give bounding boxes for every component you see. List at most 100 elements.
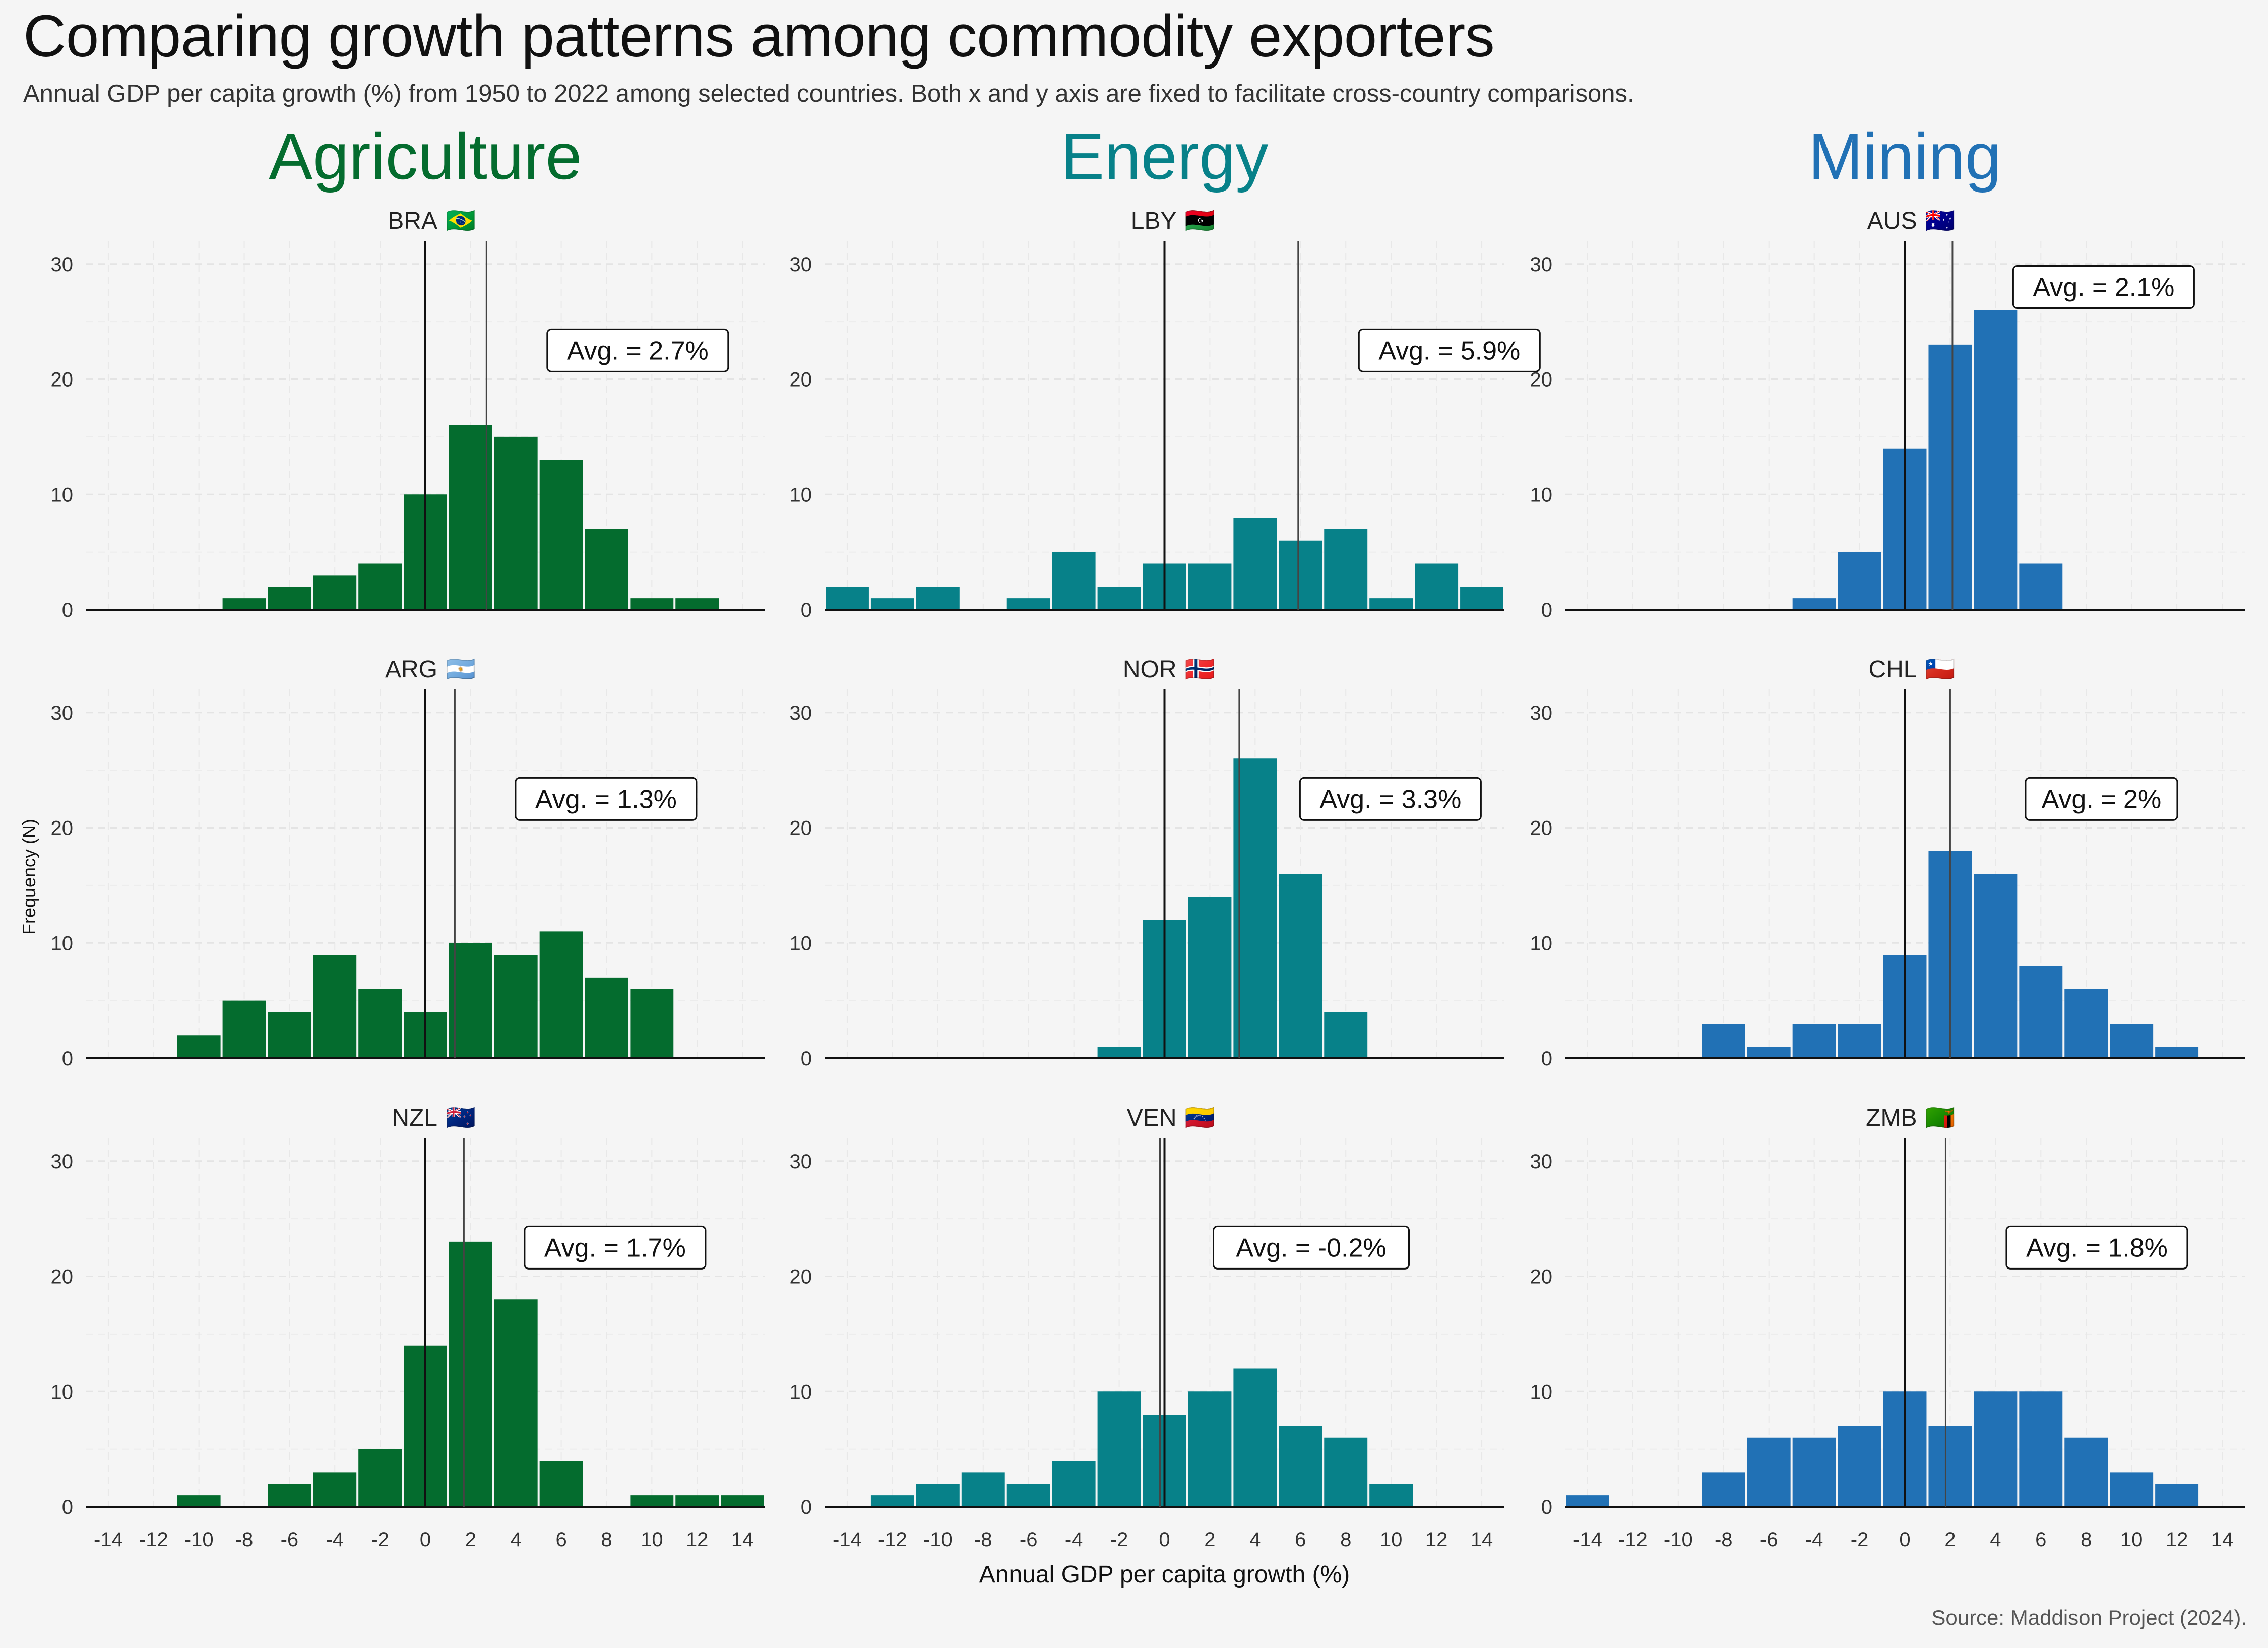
y-tick-label: 30 [1530,253,1553,276]
x-tick-label: -6 [281,1529,299,1551]
x-tick-label: -14 [94,1529,123,1551]
bar-ven [1052,1461,1096,1507]
bar-chl [2019,966,2063,1058]
chart-subtitle: Annual GDP per capita growth (%) from 19… [23,80,1634,107]
y-tick-label: 0 [1541,599,1552,621]
bar-ven [1324,1437,1368,1507]
flag-icon-chl: 🇨🇱 [1925,656,1956,683]
average-label: Avg. = 1.7% [544,1233,686,1262]
y-tick-label: 0 [801,1496,812,1518]
bar-lby [1097,587,1141,610]
bar-nzl [630,1495,674,1507]
y-tick-label: 10 [51,932,74,955]
bar-lby [826,587,869,610]
panel-title-chl: CHL [1868,656,1917,683]
y-tick-label: 0 [1541,1496,1552,1518]
bar-arg [449,943,492,1058]
bar-lby [870,598,914,610]
x-tick-label: -14 [1573,1529,1602,1551]
x-tick-label: 2 [1944,1529,1956,1551]
y-tick-label: 30 [1530,702,1553,724]
bar-lby [1369,598,1413,610]
y-axis-title: Frequency (N) [19,819,39,935]
y-tick-label: 10 [1530,1381,1553,1403]
panel-title-ven: VEN [1127,1105,1177,1131]
bar-bra [268,587,311,610]
bar-arg [585,977,628,1058]
bar-arg [494,955,538,1058]
bar-bra [358,563,402,610]
average-label-box [546,328,729,372]
x-tick-label: 6 [555,1529,566,1551]
flag-icon-aus: 🇦🇺 [1925,207,1956,234]
average-label: Avg. = 5.9% [1378,336,1520,365]
bar-nzl [494,1299,538,1507]
x-tick-label: 10 [2120,1529,2143,1551]
bar-chl [2110,1024,2154,1058]
bar-chl [2064,989,2108,1058]
bar-zmb [2019,1391,2063,1507]
y-tick-label: 20 [51,1266,74,1288]
bar-lby [1188,563,1232,610]
y-tick-label: 30 [790,1151,812,1173]
y-tick-label: 30 [790,702,812,724]
flag-icon-ven: 🇻🇪 [1185,1105,1215,1131]
y-tick-label: 0 [62,1048,73,1070]
bar-arg [358,989,402,1058]
bar-zmb [1928,1426,1972,1507]
bar-nzl [313,1472,357,1507]
average-label-box [515,777,698,821]
y-tick-label: 10 [790,932,812,955]
bar-chl [1792,1024,1836,1058]
y-tick-label: 20 [51,369,74,391]
y-tick-label: 0 [1541,1048,1552,1070]
x-tick-label: 12 [686,1529,709,1551]
x-tick-label: -6 [1760,1529,1778,1551]
x-tick-label: 2 [465,1529,476,1551]
x-tick-label: 8 [1340,1529,1351,1551]
bar-bra [585,529,628,610]
bar-nzl [358,1449,402,1507]
category-title-energy: Energy [1061,119,1269,193]
y-tick-label: 30 [790,253,812,276]
y-tick-label: 10 [790,1381,812,1403]
bar-lby [1052,552,1096,610]
x-tick-label: -14 [833,1529,862,1551]
x-tick-label: -10 [184,1529,214,1551]
y-tick-label: 0 [801,1048,812,1070]
y-tick-label: 20 [1530,369,1553,391]
x-tick-label: 6 [2035,1529,2046,1551]
bar-aus [1792,598,1836,610]
bar-chl [1747,1047,1791,1058]
y-tick-label: 0 [62,1496,73,1518]
average-label: Avg. = 3.3% [1319,785,1461,814]
y-tick-label: 10 [51,1381,74,1403]
x-tick-label: -6 [1020,1529,1038,1551]
bar-aus [2019,563,2063,610]
bar-lby [1006,598,1050,610]
bar-zmb [1838,1426,1881,1507]
bar-zmb [2064,1437,2108,1507]
bar-zmb [1747,1437,1791,1507]
bar-zmb [1702,1472,1745,1507]
bar-zmb [2155,1484,2199,1507]
x-tick-label: 14 [1471,1529,1493,1551]
panel-title-nor: NOR [1123,656,1177,683]
bar-ven [1006,1484,1050,1507]
bar-bra [539,460,583,610]
category-title-mining: Mining [1808,119,2001,193]
bar-zmb [2110,1472,2154,1507]
chart-title: Comparing growth patterns among commodit… [23,3,1495,70]
x-tick-label: -12 [139,1529,168,1551]
bar-zmb [1974,1391,2018,1507]
bar-ven [916,1484,960,1507]
x-tick-label: 10 [641,1529,663,1551]
bar-ven [1369,1484,1413,1507]
average-label-box [1358,328,1541,372]
flag-icon-nor: 🇳🇴 [1185,656,1215,683]
bar-lby [1324,529,1368,610]
average-label-box [2012,265,2195,309]
bar-nzl [449,1241,492,1507]
bar-bra [313,575,357,610]
